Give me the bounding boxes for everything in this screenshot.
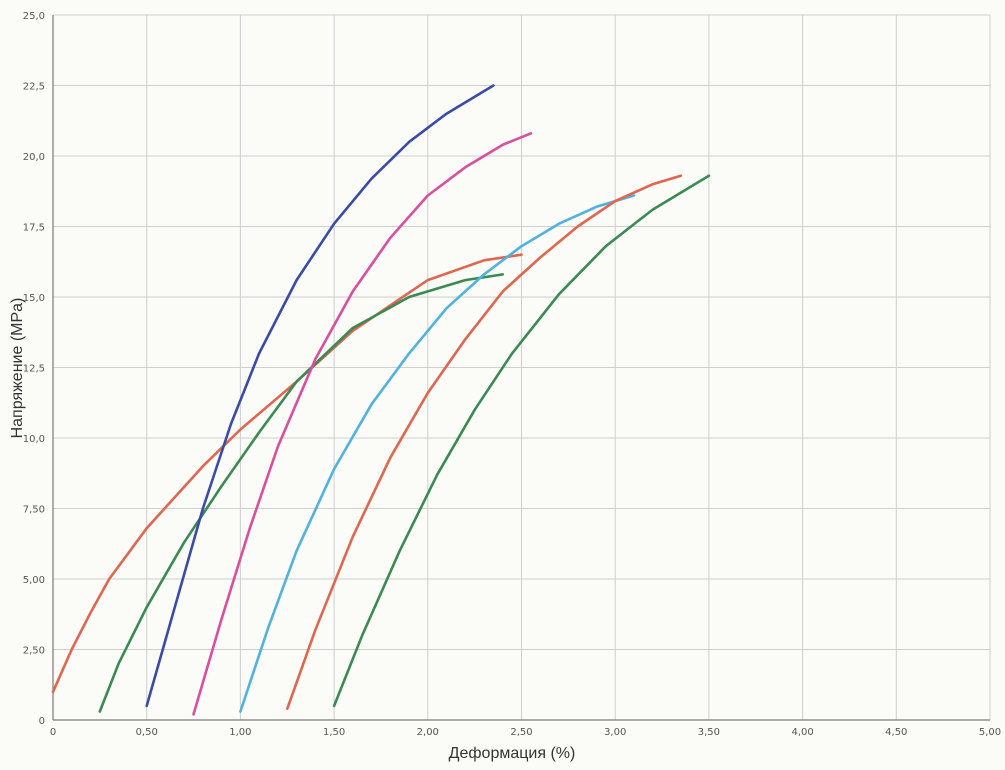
- series-line-7: [332, 174, 711, 708]
- x-axis-title: Деформация (%): [449, 745, 576, 762]
- y-axis-title: Напряжение (MPa): [9, 298, 26, 439]
- series-line-6: [285, 174, 683, 711]
- grid: [53, 14, 991, 720]
- x-tick-label: 4,00: [791, 727, 813, 738]
- series-line-1: [51, 253, 523, 694]
- x-tick-label: 0: [50, 727, 56, 738]
- series-line-4: [192, 132, 533, 716]
- x-tick-label: 4,50: [885, 727, 907, 738]
- x-tick-label: 3,50: [698, 727, 720, 738]
- y-tick-label: 10,0: [23, 434, 45, 445]
- y-tick-label: 0: [39, 716, 45, 727]
- axes: [52, 15, 990, 721]
- y-tick-label: 7,50: [23, 505, 45, 516]
- y-tick-label: 17,5: [23, 223, 45, 234]
- y-tick-label: 25,0: [23, 11, 45, 22]
- y-tick-label: 5,00: [23, 575, 45, 586]
- series-line-2: [98, 273, 505, 713]
- y-tick-label: 12,5: [23, 364, 45, 375]
- x-tick-label: 2,00: [417, 727, 439, 738]
- tick-labels: 0 0,50 1,00 1,50 2,00 2,50 3,00 3,50 4,00 4,50 5,0…: [23, 11, 1001, 738]
- y-tick-label: 15,0: [23, 293, 45, 304]
- y-tick-label: 20,0: [23, 152, 45, 163]
- series-line-5: [239, 194, 636, 713]
- series-line-3: [145, 84, 495, 708]
- x-tick-label: 0,50: [136, 727, 158, 738]
- y-tick-label: 22,5: [23, 82, 45, 93]
- x-tick-label: 5,00: [979, 727, 1001, 738]
- x-tick-label: 2,50: [510, 727, 532, 738]
- x-tick-label: 1,50: [323, 727, 345, 738]
- x-tick-label: 1,00: [229, 727, 251, 738]
- series-group: [51, 84, 711, 716]
- y-tick-label: 2,50: [23, 646, 45, 657]
- x-tick-label: 3,00: [604, 727, 626, 738]
